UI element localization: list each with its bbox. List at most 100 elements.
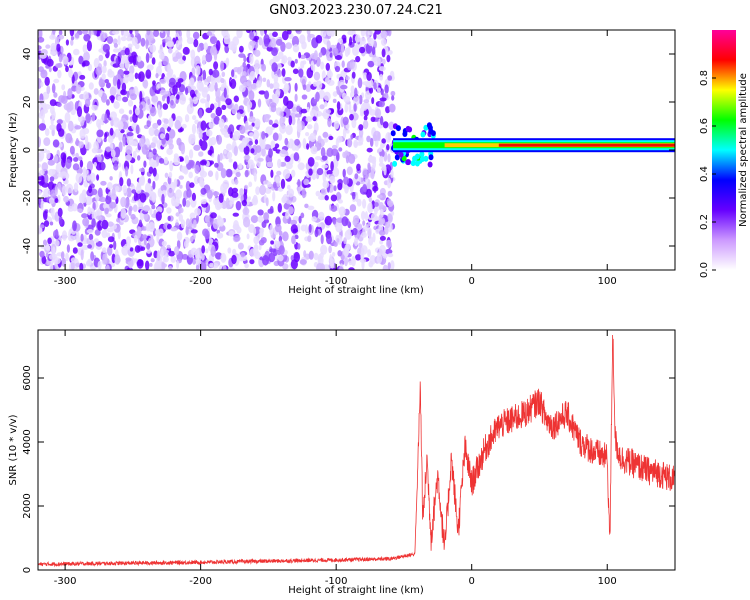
spectrogram-cell (71, 203, 78, 212)
spectrogram-cell (233, 235, 241, 242)
spectrogram-cell (372, 185, 379, 192)
spectrogram-cell (138, 71, 145, 82)
spectrogram-cell (364, 224, 369, 232)
spectrogram-cell (239, 125, 246, 134)
spectrogram-cell (240, 252, 246, 258)
spectrogram-cell (220, 60, 224, 72)
spectrogram-cell (329, 175, 336, 184)
spectrogram-cell (43, 188, 51, 197)
spectrogram-cell (231, 254, 237, 265)
spectrogram-cell (91, 218, 96, 228)
spectrogram-cell (107, 221, 114, 227)
spectrogram-cell (371, 46, 376, 56)
spectrogram-cell (157, 83, 162, 89)
spectrogram-cell (230, 78, 237, 89)
spectrogram-cell (366, 147, 373, 153)
spectrogram-cell (342, 116, 349, 126)
spectrogram-cell (107, 136, 114, 143)
spectrogram-cell (45, 44, 51, 49)
spectrogram-cell (275, 176, 281, 183)
spectrogram-cell (355, 254, 362, 261)
spectrogram-cell (202, 69, 207, 81)
spectrogram-cell (57, 182, 62, 190)
spectrogram-cell (38, 163, 41, 168)
spectrogram-cell (111, 193, 117, 201)
spectrogram-cells (38, 30, 675, 270)
spectrogram-cell (136, 55, 142, 63)
spectrogram-cell (310, 109, 317, 118)
spectrogram-cell (120, 36, 127, 42)
spectrogram-cell (249, 259, 255, 265)
spectrogram-cell (107, 245, 113, 256)
spectrogram-cell (195, 264, 200, 270)
colorbar-tick-label: 0.0 (699, 262, 710, 278)
spectrogram-cell (295, 113, 302, 118)
spectrogram-cell (126, 32, 131, 42)
spectrogram-cell (49, 221, 54, 226)
spectrogram-cell (152, 122, 159, 129)
spectrogram-cell (189, 212, 196, 220)
spectrogram-cell (235, 200, 242, 211)
spectrogram-cell (331, 148, 339, 156)
spectrogram-cell (367, 222, 371, 227)
spectrogram-cell (352, 227, 358, 236)
spectrogram-cell (80, 233, 84, 242)
spectrogram-cell (338, 266, 344, 270)
spectrogram-cell (304, 203, 309, 209)
spectrogram-cell (222, 179, 230, 190)
spectrogram-cell (65, 133, 73, 144)
spectrogram-cell (331, 144, 338, 150)
spectrogram-cell (398, 151, 404, 158)
spectrogram-cell (69, 145, 75, 155)
spectrogram-cell (188, 133, 196, 145)
spectrogram-cell (282, 231, 289, 242)
spectrogram-cell (85, 260, 91, 267)
spectrogram-cell (134, 245, 141, 253)
spectrogram-cell (266, 99, 270, 106)
spectrogram-cell (251, 197, 259, 206)
spectrogram-cell (379, 74, 384, 81)
spectrogram-cell (243, 81, 250, 87)
spectrogram-cell (427, 161, 433, 168)
spectrogram-cell (128, 56, 135, 63)
spectrogram-cell (218, 118, 225, 129)
spectrogram-cell (217, 96, 221, 108)
spectrogram-cell (169, 160, 174, 172)
spectrogram-cell (369, 137, 374, 147)
spectrogram-cell (53, 78, 60, 84)
spectrogram-cell (200, 199, 207, 205)
spectrogram-cell (301, 188, 306, 199)
spectrogram-cell (95, 215, 102, 220)
spectrogram-cell (366, 188, 372, 199)
spectrogram-cell (74, 125, 82, 130)
spectrogram-cell (143, 160, 147, 168)
spectrogram-cell (168, 117, 174, 128)
spectrogram-cell (266, 79, 271, 88)
spectrogram-cell (366, 71, 372, 81)
spectrogram-cell (121, 82, 127, 92)
snr-series (38, 334, 675, 568)
spectrogram-cell (207, 149, 213, 156)
spectrogram-cell (191, 192, 196, 201)
spectrogram-cell (254, 59, 260, 70)
spectrogram-cell (137, 155, 141, 161)
spectrogram-cell (175, 52, 183, 59)
spectrogram-cell (312, 81, 318, 87)
spectrogram-cell (219, 127, 224, 133)
spectrogram-cell (117, 95, 122, 102)
spectrogram-cell (186, 188, 192, 198)
spectrogram-cell (193, 38, 199, 48)
spectrogram-cell (148, 127, 155, 137)
spectrogram-cell (278, 230, 283, 236)
spectrogram-cell (162, 123, 169, 130)
spectrogram-cell (205, 52, 213, 63)
spectrogram-cell (248, 140, 253, 146)
spectrogram-cell (365, 30, 370, 38)
spectrogram-cell (181, 123, 187, 129)
spectrogram-cell (351, 118, 357, 129)
spectrogram-cell (305, 116, 313, 123)
spectrogram-cell (232, 212, 239, 217)
spectrogram-cell (169, 77, 176, 85)
spectrogram-cell (126, 178, 132, 187)
